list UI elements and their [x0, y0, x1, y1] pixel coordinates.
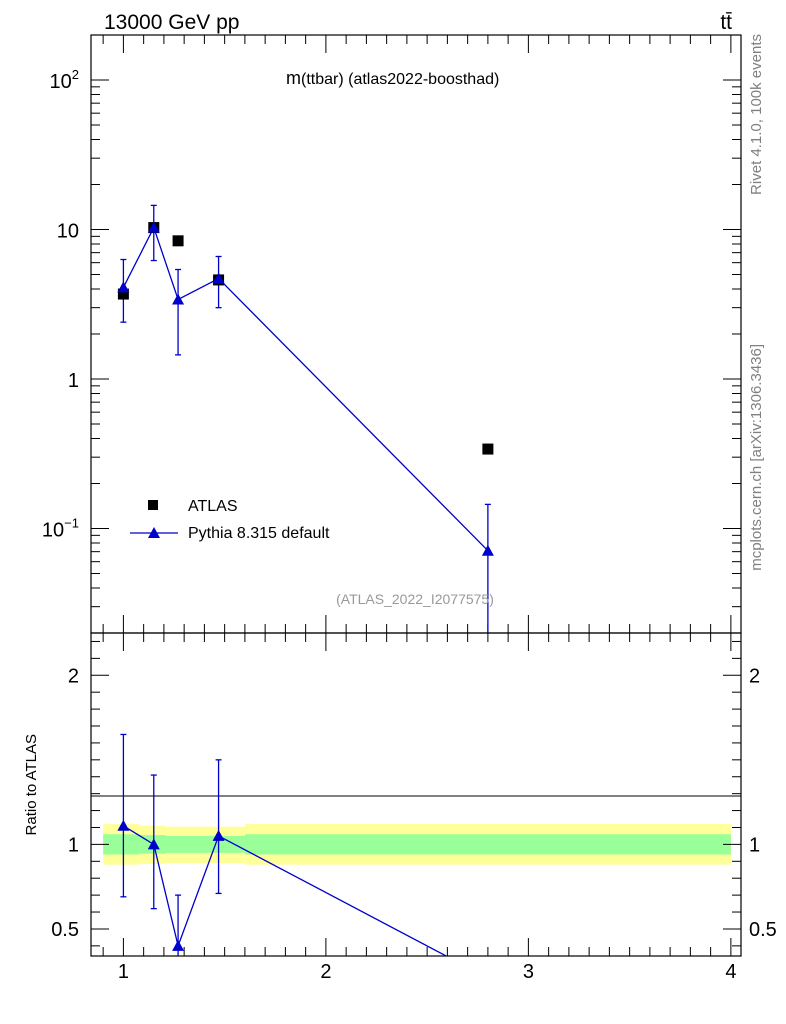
mc-point	[147, 221, 160, 233]
data-point	[172, 235, 184, 247]
tick-exponent: 2	[72, 67, 79, 82]
mc-point	[172, 293, 185, 305]
tick-exponent: −1	[64, 516, 79, 531]
main-y-tick-label: 102	[50, 67, 79, 93]
ratio-y-tick-labels: 0.5 0.5 1 1 2 2	[51, 665, 777, 941]
x-tick-label: 2	[320, 961, 331, 983]
main-marks	[117, 204, 494, 633]
x-tick-labels: 1 2 3 4	[118, 961, 737, 983]
legend-data-label: ATLAS	[188, 498, 238, 515]
plot-title: m(ttbar) (atlas2022-boosthad)	[286, 68, 499, 88]
x-tick-label: 1	[118, 961, 129, 983]
ratio-mc-point	[172, 939, 185, 951]
main-frame	[90, 34, 742, 634]
plot-title-rest: (ttbar) (atlas2022-boosthad)	[301, 71, 499, 88]
ratio-mc-point	[117, 819, 130, 831]
ratio-uncertainty-band	[103, 824, 731, 865]
watermark: (ATLAS_2022_I2077575)	[336, 591, 494, 607]
data-point	[482, 443, 494, 455]
band-inner	[165, 835, 245, 853]
ratio-y-tick-label: 1	[68, 834, 79, 856]
main-y-tick-label: 10−1	[42, 516, 79, 542]
ratio-panel: 0.5 0.5 1 1 2 2 1 2 3 4 Ratio to ATLAS	[23, 632, 777, 983]
legend-data-marker	[148, 500, 158, 510]
process-label: tt̄	[720, 11, 732, 34]
ratio-y-tick-label: 2	[68, 665, 79, 687]
site-label: mcplots.cern.ch [arXiv:1306.3436]	[748, 344, 765, 571]
ratio-frame	[90, 632, 742, 957]
mc-point	[212, 272, 225, 284]
ratio-y-tick-label-right: 2	[749, 665, 760, 687]
band-inner	[103, 834, 140, 855]
band-inner	[244, 834, 731, 855]
ratio-y-axis-label: Ratio to ATLAS	[23, 734, 40, 835]
data-point	[117, 288, 129, 300]
legend-mc-label: Pythia 8.315 default	[188, 525, 330, 542]
legend: ATLAS Pythia 8.315 default	[130, 498, 330, 542]
tick-base: 10	[42, 520, 64, 542]
ratio-marks	[117, 733, 448, 956]
x-tick-label: 4	[725, 961, 736, 983]
ratio-mc-point	[212, 829, 225, 841]
mc-point	[117, 281, 130, 293]
main-ticks	[91, 34, 741, 634]
ratio-y-tick-label-right: 1	[749, 834, 760, 856]
legend-mc-marker	[148, 527, 160, 538]
ratio-mc-point	[147, 838, 160, 850]
tick-base: 10	[50, 71, 72, 93]
ratio-ticks	[91, 633, 741, 956]
main-y-tick-label: 1	[68, 370, 79, 392]
main-y-tick-label: 10	[57, 221, 79, 243]
rivet-label: Rivet 4.1.0, 100k events	[748, 34, 765, 195]
ratio-y-tick-label: 0.5	[51, 919, 79, 941]
energy-label: 13000 GeV pp	[104, 11, 239, 34]
plot-title-prefix: m	[286, 68, 301, 88]
x-tick-label: 3	[523, 961, 534, 983]
mc-point	[481, 544, 494, 556]
ratio-y-tick-label-right: 0.5	[749, 919, 777, 941]
